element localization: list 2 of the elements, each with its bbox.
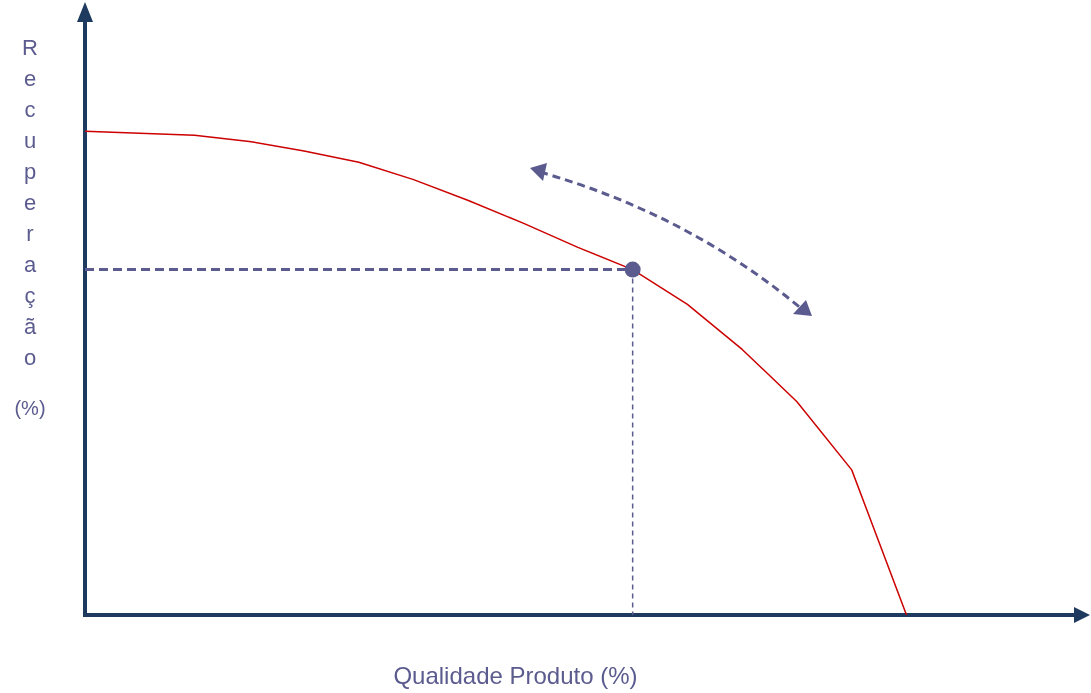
- text: Recuperação (%): [14, 35, 46, 419]
- x-axis-title: Qualidade Produto (%): [392, 662, 639, 690]
